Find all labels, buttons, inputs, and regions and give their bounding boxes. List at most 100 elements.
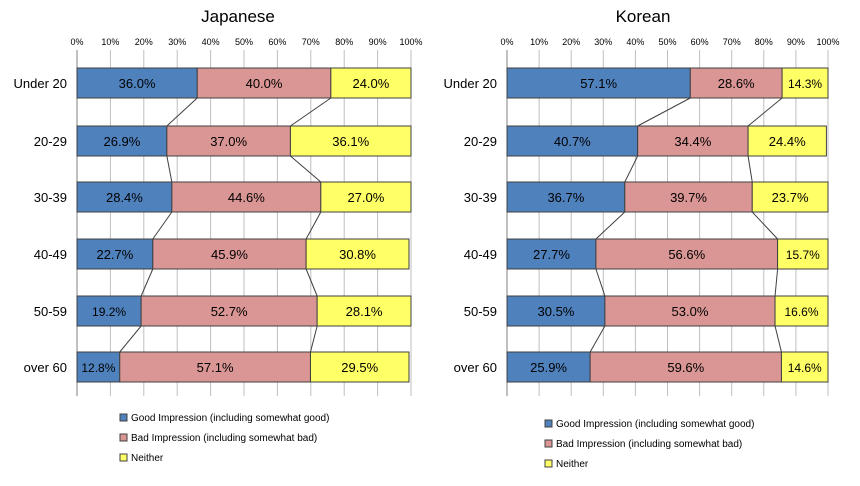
legend-label: Good Impression (including somewhat good… <box>556 419 754 430</box>
x-tick-label: 100% <box>399 37 422 47</box>
data-label: 34.4% <box>674 134 711 149</box>
series-connector-line <box>290 155 322 183</box>
x-tick-label: 100% <box>816 37 839 47</box>
data-label: 30.5% <box>538 304 575 319</box>
bar-segment <box>589 351 782 383</box>
data-label: 52.7% <box>211 304 248 319</box>
data-label: 24.4% <box>769 134 806 149</box>
x-tick-label: 0% <box>70 37 83 47</box>
legend-swatch <box>119 433 128 442</box>
x-tick-label: 60% <box>268 37 286 47</box>
data-label: 28.1% <box>346 304 383 319</box>
data-label: 28.6% <box>718 76 755 91</box>
x-tick-label: 10% <box>530 37 548 47</box>
data-label: 22.7% <box>96 247 133 262</box>
series-connector-line <box>747 97 783 127</box>
category-label: over 60 <box>24 360 67 375</box>
data-label: 16.6% <box>785 305 819 319</box>
category-label: 50-59 <box>464 304 497 319</box>
data-label: 15.7% <box>786 248 820 262</box>
bar-segment <box>76 67 198 99</box>
bar-segment <box>506 351 591 383</box>
series-connector-line <box>747 155 753 183</box>
x-tick-label: 90% <box>787 37 805 47</box>
bar-segment <box>747 125 827 157</box>
data-label: 59.6% <box>667 360 704 375</box>
data-label: 36.1% <box>332 134 369 149</box>
series-connector-line <box>290 97 332 127</box>
bar-segment <box>305 238 410 270</box>
series-connector-line <box>305 211 322 240</box>
x-tick-label: 0% <box>500 37 513 47</box>
legend-swatch <box>119 453 128 462</box>
data-label: 26.9% <box>103 134 140 149</box>
series-connector-line <box>589 325 606 353</box>
bar-segment <box>152 238 307 270</box>
data-label: 44.6% <box>228 190 265 205</box>
data-label: 39.7% <box>670 190 707 205</box>
category-label: 50-59 <box>34 304 67 319</box>
bar-segment <box>624 181 753 213</box>
bar-segment <box>166 125 291 157</box>
x-tick-label: 90% <box>369 37 387 47</box>
bar-segment <box>506 67 691 99</box>
series-connector-line <box>774 325 782 353</box>
bar-segment <box>196 67 332 99</box>
data-label: 28.4% <box>106 190 143 205</box>
legend-swatch <box>544 439 553 448</box>
data-label: 56.6% <box>668 247 705 262</box>
series-connector-line <box>305 268 318 297</box>
series-connector-line <box>774 268 779 297</box>
data-label: 53.0% <box>672 304 709 319</box>
data-label: 45.9% <box>211 247 248 262</box>
x-tick-label: 60% <box>691 37 709 47</box>
chart-title: Korean <box>616 7 671 26</box>
data-label: 57.1% <box>580 76 617 91</box>
series-connector-line <box>595 268 606 297</box>
bar-segment <box>320 181 412 213</box>
series-connector-line <box>309 325 318 353</box>
data-label: 14.3% <box>788 77 822 91</box>
data-label: 40.0% <box>246 76 283 91</box>
data-label: 37.0% <box>210 134 247 149</box>
bar-segment <box>774 295 829 327</box>
bar-segment <box>119 351 311 383</box>
bar-segment <box>289 125 412 157</box>
bar-segment <box>316 295 412 327</box>
bar-segment <box>506 238 597 270</box>
bar-segment <box>76 351 121 383</box>
legend-label: Good Impression (including somewhat good… <box>131 413 329 424</box>
bar-segment <box>781 67 829 99</box>
x-tick-label: 70% <box>302 37 320 47</box>
bar-segment <box>76 238 154 270</box>
data-label: 36.7% <box>547 190 584 205</box>
bar-segment <box>751 181 829 213</box>
data-label: 25.9% <box>530 360 567 375</box>
bar-segment <box>637 125 749 157</box>
series-connector-line <box>140 268 154 297</box>
category-label: 30-39 <box>34 190 67 205</box>
series-connector-line <box>152 211 173 240</box>
data-label: 23.7% <box>772 190 809 205</box>
x-tick-label: 20% <box>562 37 580 47</box>
x-tick-label: 80% <box>755 37 773 47</box>
bar-segment <box>309 351 410 383</box>
legend-swatch <box>544 419 553 428</box>
x-tick-label: 10% <box>101 37 119 47</box>
data-label: 12.8% <box>81 361 115 375</box>
data-label: 19.2% <box>92 305 126 319</box>
data-label: 57.1% <box>197 360 234 375</box>
data-label: 29.5% <box>341 360 378 375</box>
x-tick-label: 40% <box>626 37 644 47</box>
series-connector-line <box>595 211 626 240</box>
bar-segment <box>76 295 142 327</box>
bar-segment <box>330 67 412 99</box>
bar-segment <box>140 295 318 327</box>
data-label: 14.6% <box>788 361 822 375</box>
category-label: 40-49 <box>464 247 497 262</box>
bar-segment <box>780 351 829 383</box>
bar-segment <box>604 295 776 327</box>
bar-segment <box>76 181 173 213</box>
category-label: 20-29 <box>34 134 67 149</box>
